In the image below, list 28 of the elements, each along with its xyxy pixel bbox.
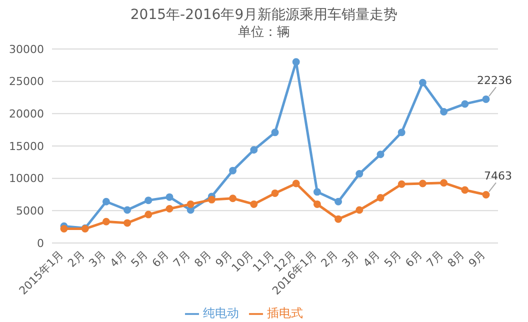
x-tick-label: 5月: [128, 248, 151, 270]
x-tick-label: 5月: [382, 248, 404, 270]
x-tick-label: 4月: [108, 248, 130, 270]
y-tick-label: 20000: [9, 108, 44, 121]
x-tick-label: 7月: [170, 248, 193, 270]
legend-label: 纯电动: [203, 306, 239, 320]
data-label: 7463: [484, 170, 512, 183]
x-tick-label: 7月: [424, 248, 446, 270]
y-tick-label: 5000: [16, 204, 44, 218]
x-tick-label: 9月: [466, 248, 488, 270]
legend-label: 插电式: [267, 306, 303, 320]
x-tick-label: 2月: [65, 248, 88, 270]
x-tick-label: 4月: [360, 248, 383, 270]
x-tick-label: 8月: [445, 248, 468, 270]
y-tick-label: 0: [37, 236, 44, 250]
x-tick-label: 6月: [150, 248, 172, 270]
data-label: 22236: [477, 74, 512, 88]
x-tick-label: 8月: [192, 248, 214, 270]
chart-title: 2015年-2016年9月新能源乘用车销量走势: [129, 6, 399, 24]
x-tick-label: 3月: [86, 248, 108, 270]
y-tick-label: 10000: [9, 172, 44, 186]
x-tick-label: 2月: [318, 248, 340, 270]
x-tick-label: 3月: [340, 248, 362, 270]
y-tick-label: 25000: [9, 75, 44, 88]
chart-subtitle: 单位：辆: [237, 24, 291, 41]
y-tick-label: 15000: [9, 140, 44, 153]
y-tick-label: 30000: [9, 42, 44, 56]
x-tick-label: 6月: [402, 248, 425, 270]
